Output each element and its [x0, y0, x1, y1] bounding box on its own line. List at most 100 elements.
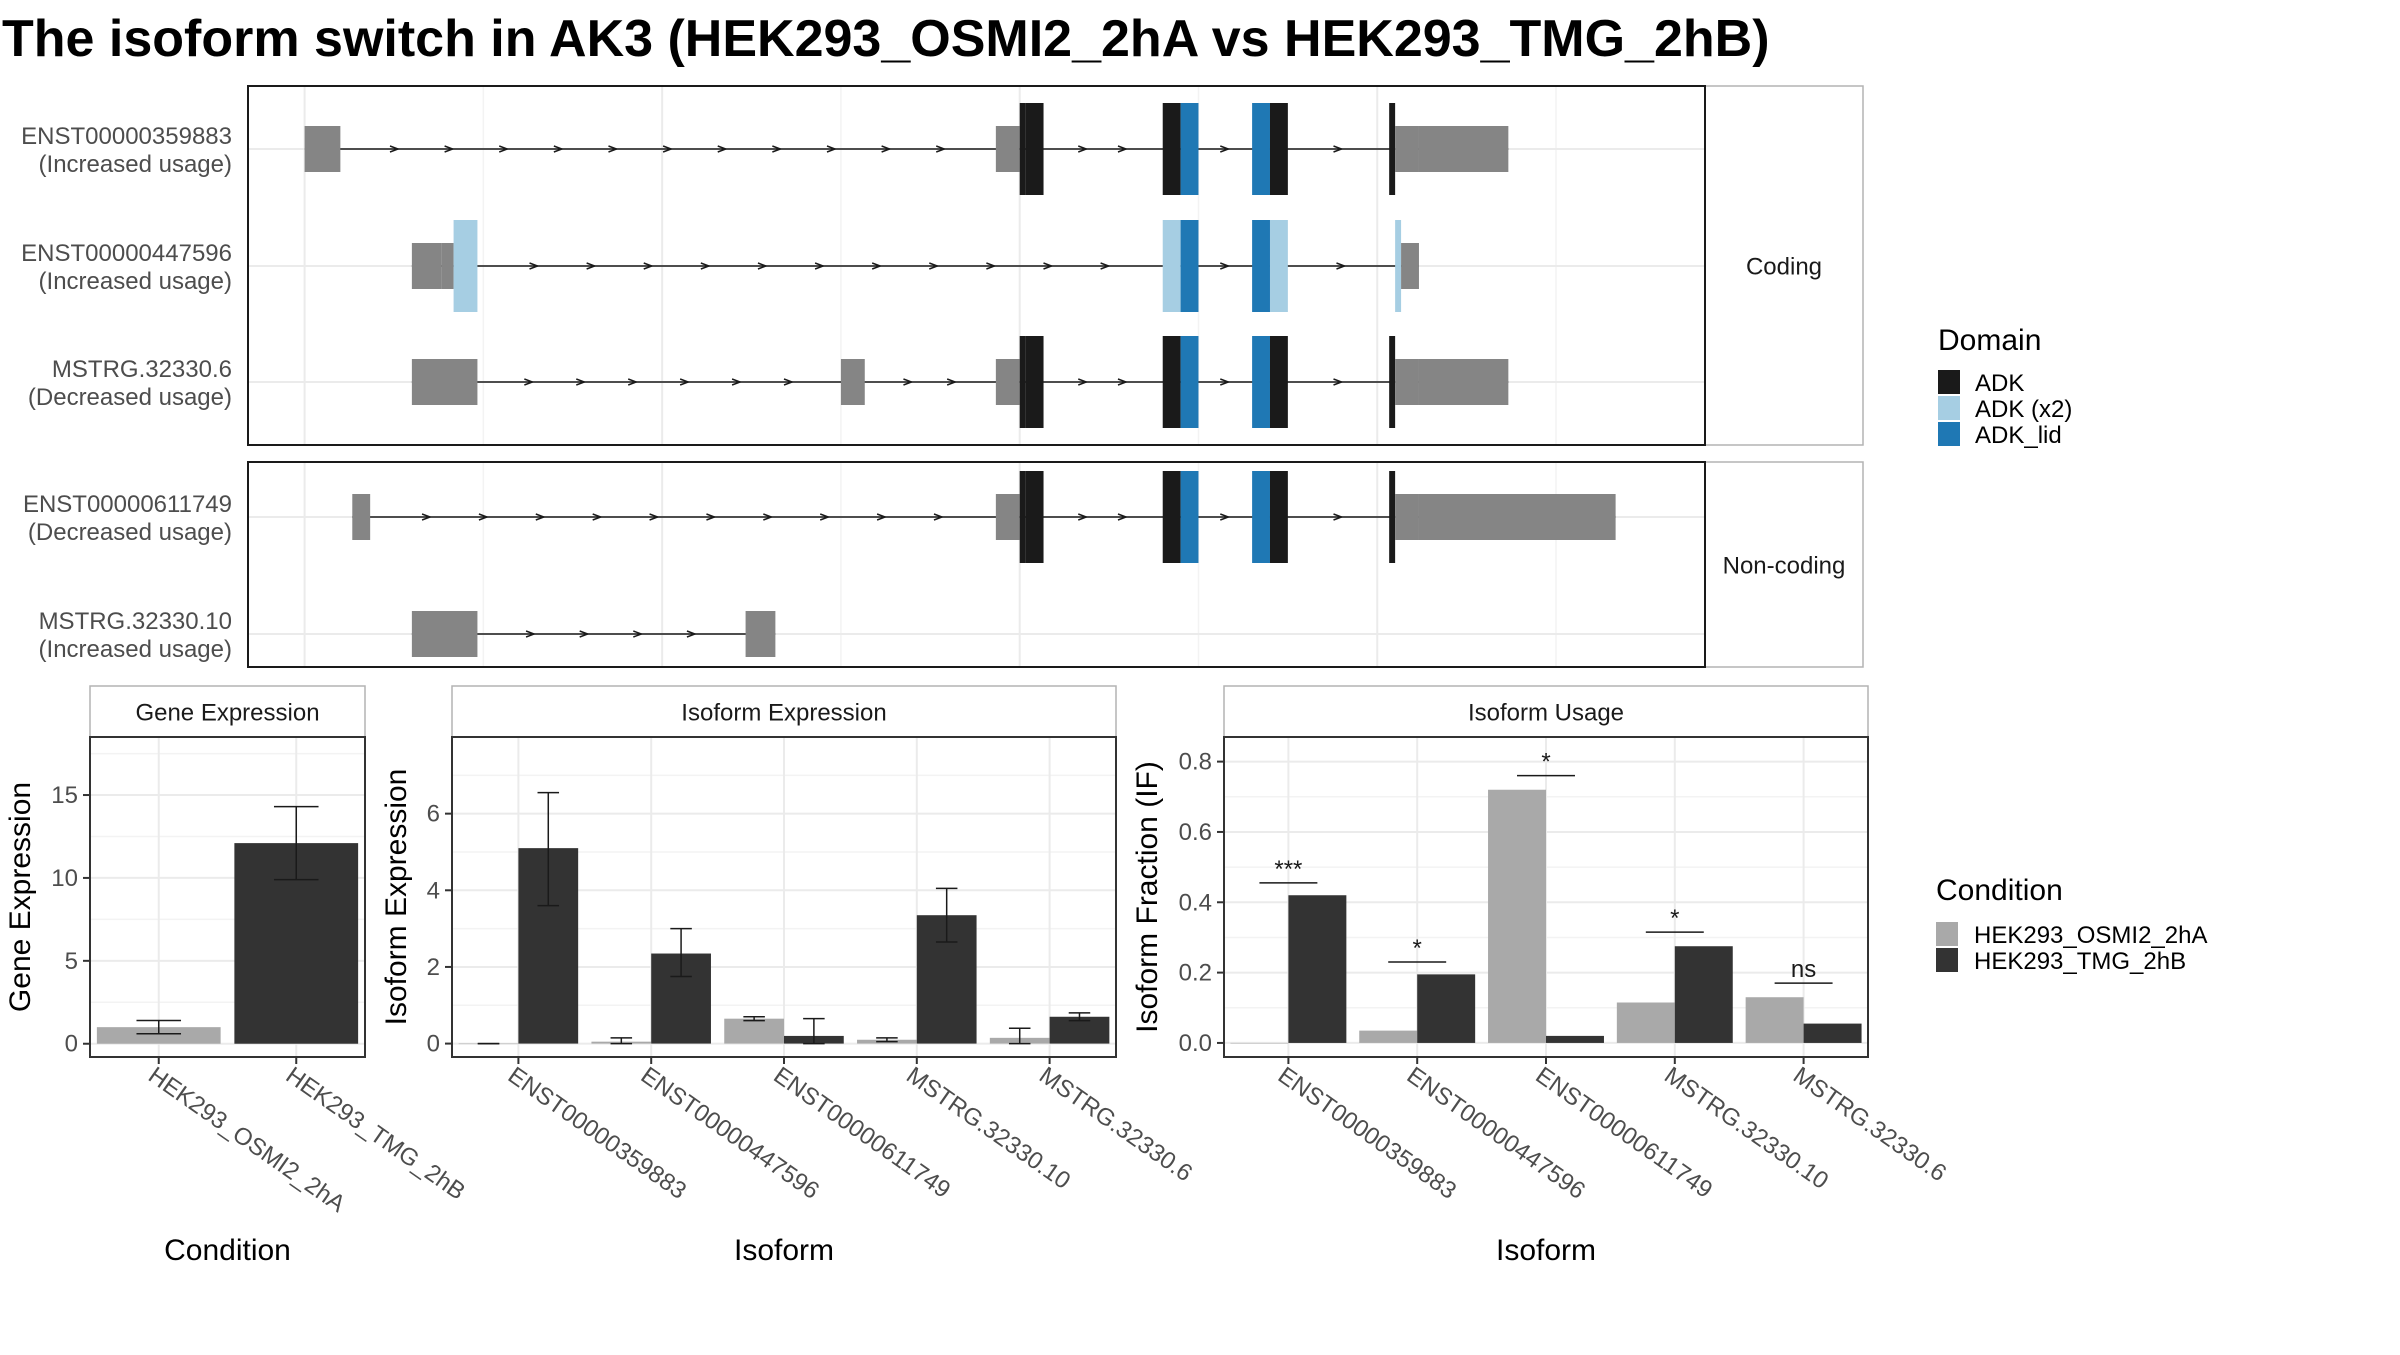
- bar: [1488, 789, 1546, 1043]
- direction-arrow: [627, 378, 639, 386]
- exon-ADK_thin: [1019, 336, 1026, 428]
- direction-arrow: [1220, 513, 1231, 521]
- direction-arrow: [579, 630, 590, 638]
- bar: [1803, 1023, 1862, 1043]
- y-tick-label: 0.6: [1179, 819, 1212, 846]
- significance-label: *: [1541, 749, 1550, 776]
- significance-label: ***: [1274, 856, 1302, 883]
- direction-arrow: [763, 513, 774, 521]
- panel-border: [89, 736, 366, 1058]
- exon-ADK_x2: [1162, 220, 1181, 312]
- exon-ADK_lid: [1180, 103, 1199, 195]
- transcript-usage-label: (Increased usage): [39, 151, 232, 178]
- exon-ADK: [1162, 471, 1181, 563]
- direction-arrow: [903, 378, 914, 386]
- bar: [1745, 997, 1804, 1043]
- direction-arrow: [1078, 378, 1089, 386]
- y-tick-label: 2: [427, 954, 440, 981]
- direction-arrow: [643, 262, 654, 270]
- direction-arrow: [933, 513, 945, 521]
- direction-arrow: [757, 262, 769, 270]
- significance-label: ns: [1791, 956, 1816, 983]
- direction-arrow: [1220, 378, 1231, 386]
- direction-arrow: [1220, 262, 1231, 270]
- direction-arrow: [498, 145, 510, 153]
- exon-ADK_thin: [1389, 471, 1396, 563]
- exon-ADK_x2: [1269, 220, 1288, 312]
- facet-strip: [1704, 461, 1864, 668]
- legend-condition-title: Condition: [1936, 874, 2063, 907]
- significance-label: *: [1670, 905, 1679, 932]
- exon-ADK: [1269, 103, 1288, 195]
- exon-utr: [1401, 243, 1419, 289]
- direction-arrow: [717, 145, 728, 153]
- direction-arrow: [553, 145, 565, 153]
- transcript-id-label: ENST00000359883: [21, 123, 232, 150]
- direction-arrow: [871, 262, 883, 270]
- direction-arrow: [576, 378, 587, 386]
- direction-arrow: [1333, 513, 1344, 521]
- direction-arrow: [608, 145, 619, 153]
- bar: [1546, 1035, 1604, 1043]
- exon-utr: [304, 126, 341, 172]
- direction-arrow: [1078, 513, 1089, 521]
- exon-ADK_lid: [1252, 103, 1270, 195]
- structure-panel-border: [247, 461, 1706, 668]
- direction-arrow: [444, 145, 455, 153]
- structure-facet-non-coding: Non-coding ENST00000611749(Decreased usag…: [23, 461, 1864, 668]
- exon-ADK_lid: [1180, 471, 1199, 563]
- panel-strip: [451, 685, 1117, 738]
- direction-arrow: [525, 630, 537, 638]
- exon-utr: [352, 494, 371, 540]
- exon-ADK: [1025, 336, 1044, 428]
- exon-ADK_thin: [1019, 103, 1026, 195]
- y-tick-label: 0.0: [1179, 1030, 1212, 1057]
- legend-swatch: [1936, 922, 1958, 946]
- significance-label: *: [1413, 935, 1422, 962]
- exon-ADK_lid: [1252, 220, 1270, 312]
- direction-arrow: [876, 513, 888, 521]
- y-tick-label: 15: [51, 782, 78, 809]
- facet-strip-label: Non-coding: [1723, 553, 1846, 580]
- legend-label: ADK: [1975, 370, 2024, 397]
- legend-domain-title: Domain: [1938, 324, 2041, 357]
- x-axis-title: Isoform: [1496, 1234, 1596, 1267]
- direction-arrow: [935, 145, 947, 153]
- exon-utr: [840, 359, 865, 405]
- direction-arrow: [686, 630, 698, 638]
- x-axis-title: Isoform: [734, 1234, 834, 1267]
- y-tick-label: 0.4: [1179, 889, 1212, 916]
- exon-ADK_lid: [1180, 220, 1199, 312]
- direction-arrow: [421, 513, 433, 521]
- transcript-id-label: ENST00000611749: [23, 491, 232, 518]
- exon-utr: [1395, 359, 1419, 405]
- exon-ADK: [1269, 336, 1288, 428]
- y-tick-label: 0: [427, 1031, 440, 1058]
- direction-arrow: [814, 262, 826, 270]
- transcript-usage-label: (Increased usage): [39, 636, 232, 663]
- exon-utr: [745, 611, 776, 657]
- transcript-usage-label: (Decreased usage): [28, 519, 232, 546]
- exon-ADK_lid: [1252, 471, 1270, 563]
- legend-label: HEK293_TMG_2hB: [1974, 948, 2186, 975]
- direction-arrow: [1117, 513, 1129, 521]
- direction-arrow: [586, 262, 597, 270]
- transcript-id-label: MSTRG.32330.10: [39, 608, 232, 635]
- exon-utr: [411, 359, 478, 405]
- direction-arrow: [700, 262, 711, 270]
- bar: [1616, 1002, 1675, 1043]
- y-axis-title: Gene Expression: [4, 782, 37, 1012]
- direction-arrow: [1333, 145, 1344, 153]
- direction-arrow: [633, 630, 644, 638]
- y-axis-title: Isoform Expression: [380, 769, 413, 1026]
- exon-ADK: [1025, 471, 1044, 563]
- isoform-expression-panel: Isoform Expression0246ENST00000359883ENS…: [380, 685, 1197, 1267]
- exon-ADK_thin: [1019, 471, 1026, 563]
- direction-arrow: [1333, 378, 1344, 386]
- direction-arrow: [1336, 262, 1347, 270]
